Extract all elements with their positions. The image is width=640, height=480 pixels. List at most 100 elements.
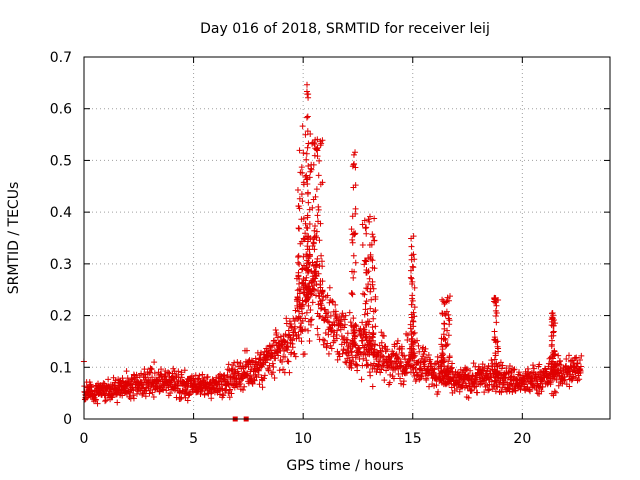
data-point (548, 343, 555, 350)
data-point (494, 363, 501, 370)
data-point (102, 398, 109, 405)
data-point (256, 355, 263, 362)
data-point (493, 373, 500, 380)
y-tick-label: 0.4 (50, 205, 72, 221)
data-point (309, 299, 316, 306)
data-point (194, 376, 201, 383)
data-point (318, 140, 325, 147)
data-point (261, 372, 268, 379)
data-point (401, 353, 408, 360)
data-point (315, 270, 322, 277)
data-point (100, 380, 107, 387)
data-point (337, 326, 344, 333)
data-point (552, 389, 559, 396)
data-point (367, 251, 374, 258)
data-point (410, 251, 417, 258)
data-point (550, 371, 557, 378)
data-point (316, 237, 323, 244)
y-tick-label: 0.1 (50, 360, 72, 376)
data-point (94, 400, 101, 407)
data-point (295, 259, 302, 266)
data-point (308, 279, 315, 286)
data-point (151, 370, 158, 377)
data-point (314, 331, 321, 338)
data-point (133, 371, 140, 378)
y-tick-label: 0.5 (50, 153, 72, 169)
data-point (163, 387, 170, 394)
data-point (105, 376, 112, 383)
data-point (492, 352, 499, 359)
data-point (302, 131, 309, 138)
data-point (305, 163, 312, 170)
data-point (317, 278, 324, 285)
data-point (573, 354, 580, 361)
data-point (305, 302, 312, 309)
plot-frame (83, 56, 611, 420)
data-point (367, 372, 374, 379)
data-point (319, 288, 326, 295)
data-point (201, 375, 208, 382)
data-point (445, 363, 452, 370)
data-point (435, 388, 442, 395)
data-point (356, 345, 363, 352)
data-point (181, 367, 188, 374)
data-point (380, 333, 387, 340)
x-tick-label: 10 (294, 431, 312, 447)
data-point (323, 344, 330, 351)
data-point (505, 385, 512, 392)
data-point (383, 367, 390, 374)
data-point (574, 360, 581, 367)
data-point (304, 113, 311, 120)
data-point (351, 327, 358, 334)
data-point (347, 319, 354, 326)
data-point (411, 329, 418, 336)
data-point (310, 196, 317, 203)
data-point (378, 339, 385, 346)
data-point (470, 360, 477, 367)
data-point (371, 360, 378, 367)
data-point (341, 324, 348, 331)
data-point (315, 206, 322, 213)
data-point (444, 341, 451, 348)
data-point (311, 268, 318, 275)
data-point (439, 352, 446, 359)
data-point (298, 279, 305, 286)
data-point (397, 375, 404, 382)
data-point (314, 136, 321, 143)
data-point (299, 266, 306, 273)
data-point (411, 372, 418, 379)
data-point (408, 335, 415, 342)
data-point (553, 376, 560, 383)
data-point (485, 387, 492, 394)
data-point (224, 372, 231, 379)
data-point (226, 394, 233, 401)
data-point (305, 327, 312, 334)
data-point (325, 309, 332, 316)
data-point (325, 331, 332, 338)
data-point (256, 381, 263, 388)
data-point (303, 264, 310, 271)
x-tick-labels: 0 5 10 15 20 (80, 431, 532, 447)
data-point (400, 381, 407, 388)
data-point (409, 263, 416, 270)
data-point (311, 152, 318, 159)
data-point (350, 252, 357, 259)
data-point (296, 261, 303, 268)
data-point (371, 215, 378, 222)
data-point (310, 240, 317, 247)
data-point (445, 369, 452, 376)
data-point (298, 326, 305, 333)
data-point (481, 389, 488, 396)
data-point (352, 230, 359, 237)
data-point (539, 377, 546, 384)
data-point (138, 370, 145, 377)
data-point (298, 216, 305, 223)
data-point (298, 303, 305, 310)
data-point (358, 376, 365, 383)
data-point (465, 394, 472, 401)
data-point (349, 163, 356, 170)
data-point (301, 351, 308, 358)
data-point (276, 367, 283, 374)
data-point (333, 335, 340, 342)
data-point (266, 362, 273, 369)
